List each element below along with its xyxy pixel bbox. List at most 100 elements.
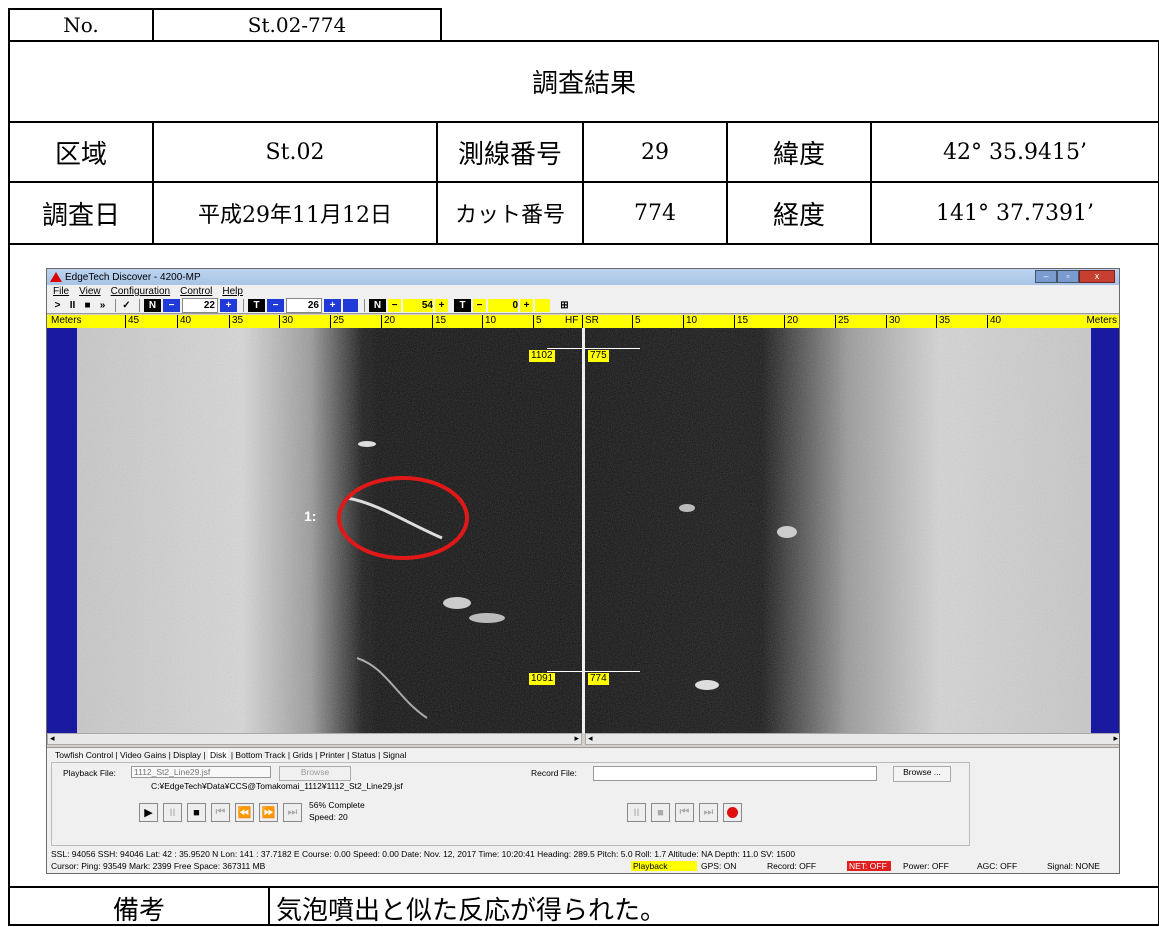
tab-video-gains[interactable]: Video Gains xyxy=(120,750,167,760)
remarks-value-cell: 気泡噴出と似た反応が得られた。 xyxy=(268,886,1159,926)
record-file-input[interactable] xyxy=(593,766,877,781)
lon-label-cell: 経度 xyxy=(726,181,872,245)
grid-icon[interactable]: ⊞ xyxy=(560,300,569,311)
ruler-tick: 10 xyxy=(686,315,698,326)
skip-forward-icon[interactable]: ⏭ xyxy=(283,803,302,822)
latitude-label: 緯度 xyxy=(772,139,825,170)
left-scrollbar[interactable]: ◂ ▸ xyxy=(47,733,582,745)
date-label-cell: 調査日 xyxy=(8,181,154,245)
menu-file[interactable]: File xyxy=(53,286,70,297)
n1-plus-button[interactable]: + xyxy=(220,299,237,312)
tab-display[interactable]: Display xyxy=(173,750,202,760)
n1-minus-button[interactable]: − xyxy=(163,299,180,312)
sonar-image xyxy=(47,328,1119,733)
echo-blob xyxy=(443,597,471,609)
record-file-label: Record File: xyxy=(531,768,577,778)
scroll-right-icon[interactable]: ▸ xyxy=(1113,733,1118,743)
scroll-left-icon[interactable]: ◂ xyxy=(588,733,593,743)
record-next-icon[interactable]: ⏭ xyxy=(699,803,718,822)
title-bar: EdgeTech Discover - 4200-MP – ▫ x xyxy=(47,269,1119,285)
toolbar: > II ■ » ✓ N − 22 + T − 26 + N − 54 + T … xyxy=(47,298,1119,314)
pause-button[interactable]: II xyxy=(69,300,76,311)
pause-icon[interactable]: II xyxy=(163,803,182,822)
tab-grids[interactable]: Grids xyxy=(292,750,313,760)
palette2-icon[interactable] xyxy=(535,299,550,312)
tab-printer[interactable]: Printer xyxy=(319,750,345,760)
marker-line-bottom-right xyxy=(585,671,640,672)
record-pause-icon[interactable]: II xyxy=(627,803,646,822)
echo-blob xyxy=(469,613,505,623)
browse-record-button[interactable]: Browse ... xyxy=(893,766,951,782)
n1-value[interactable]: 22 xyxy=(182,298,218,313)
disk-panel xyxy=(51,762,970,846)
skip-back-icon[interactable]: ⏮ xyxy=(211,803,230,822)
play-icon[interactable]: ▶ xyxy=(139,803,158,822)
tab-signal[interactable]: Signal xyxy=(382,750,407,760)
ruler-tick: 5 xyxy=(635,315,641,326)
date-value-cell: 平成29年11月12日 xyxy=(152,181,438,245)
scroll-right-icon[interactable]: ▸ xyxy=(574,733,579,743)
survey-date-label: 調査日 xyxy=(41,200,120,231)
line-value-cell: 29 xyxy=(582,121,728,183)
n2-plus-button[interactable]: + xyxy=(435,299,448,312)
stop-button[interactable]: ■ xyxy=(84,300,91,311)
marker-bottom-right: 774 xyxy=(588,673,609,685)
tab-strip: Towfish Control | Video Gains | Display … xyxy=(55,750,407,760)
tab-towfish-control[interactable]: Towfish Control xyxy=(55,750,114,760)
tab-status[interactable]: Status xyxy=(351,750,376,760)
menu-control[interactable]: Control xyxy=(180,286,213,297)
range-ruler: Meters 45 40 35 30 25 20 15 10 5 HF SR 5… xyxy=(47,315,1119,328)
check-button[interactable]: ✓ xyxy=(122,300,131,311)
menu-bar: File View Configuration Control Help xyxy=(47,285,1119,298)
tab-disk[interactable]: Disk xyxy=(207,750,229,760)
line-number-label: 測線番号 xyxy=(457,139,562,170)
t1-value[interactable]: 26 xyxy=(286,298,322,313)
t2-plus-button[interactable]: + xyxy=(520,299,533,312)
target-trace xyxy=(346,496,443,540)
area-label: 区域 xyxy=(54,139,107,170)
forward-icon[interactable]: ⏩ xyxy=(259,803,278,822)
ruler-tick: 15 xyxy=(737,315,749,326)
right-scrollbar[interactable]: ◂ ▸ xyxy=(585,733,1119,745)
t2-minus-button[interactable]: − xyxy=(473,299,486,312)
marker-line-bottom-left xyxy=(547,671,582,672)
close-icon[interactable]: x xyxy=(1079,270,1115,283)
ruler-tick: 20 xyxy=(384,315,396,326)
menu-view[interactable]: View xyxy=(79,286,101,297)
echo-trail xyxy=(356,657,428,719)
ruler-tick: 5 xyxy=(536,315,542,326)
ruler-left-unit: Meters xyxy=(51,315,82,326)
record-back-icon[interactable]: ⏮ xyxy=(675,803,694,822)
area-value: St.02 xyxy=(265,139,325,165)
echo-blob xyxy=(695,680,719,690)
sonar-display[interactable]: 1102 775 1091 774 1: xyxy=(47,328,1119,733)
browse-playback-button[interactable]: Browse xyxy=(279,766,351,781)
t1-plus-button[interactable]: + xyxy=(324,299,341,312)
scroll-left-icon[interactable]: ◂ xyxy=(50,733,55,743)
line-number-value: 29 xyxy=(641,139,669,165)
tab-bottom-track[interactable]: Bottom Track xyxy=(235,750,286,760)
minimize-icon[interactable]: – xyxy=(1035,270,1057,283)
t1-minus-button[interactable]: − xyxy=(267,299,284,312)
record-button[interactable] xyxy=(723,803,742,822)
lon-value-cell: 141° 37.7391’ xyxy=(870,181,1159,245)
playback-file-input[interactable]: 1112_St2_Line29.jsf xyxy=(131,766,271,778)
n2-value[interactable]: 54 xyxy=(403,299,433,312)
menu-help[interactable]: Help xyxy=(222,286,243,297)
stop-icon[interactable]: ■ xyxy=(187,803,206,822)
remarks-label-cell: 備考 xyxy=(8,886,270,926)
n2-minus-button[interactable]: − xyxy=(388,299,401,312)
fast-forward-button[interactable]: » xyxy=(99,300,106,311)
rewind-icon[interactable]: ⏪ xyxy=(235,803,254,822)
menu-configuration[interactable]: Configuration xyxy=(110,286,171,297)
ruler-tick: 25 xyxy=(333,315,345,326)
t2-value[interactable]: 0 xyxy=(488,299,518,312)
palette-icon[interactable] xyxy=(343,299,358,312)
lat-label-cell: 緯度 xyxy=(726,121,872,183)
record-stop-icon[interactable]: ■ xyxy=(651,803,670,822)
ruler-tick: 25 xyxy=(838,315,850,326)
maximize-icon[interactable]: ▫ xyxy=(1057,270,1079,283)
cut-number-value: 774 xyxy=(634,200,676,226)
play-button[interactable]: > xyxy=(54,300,61,311)
remarks-label: 備考 xyxy=(112,896,165,926)
